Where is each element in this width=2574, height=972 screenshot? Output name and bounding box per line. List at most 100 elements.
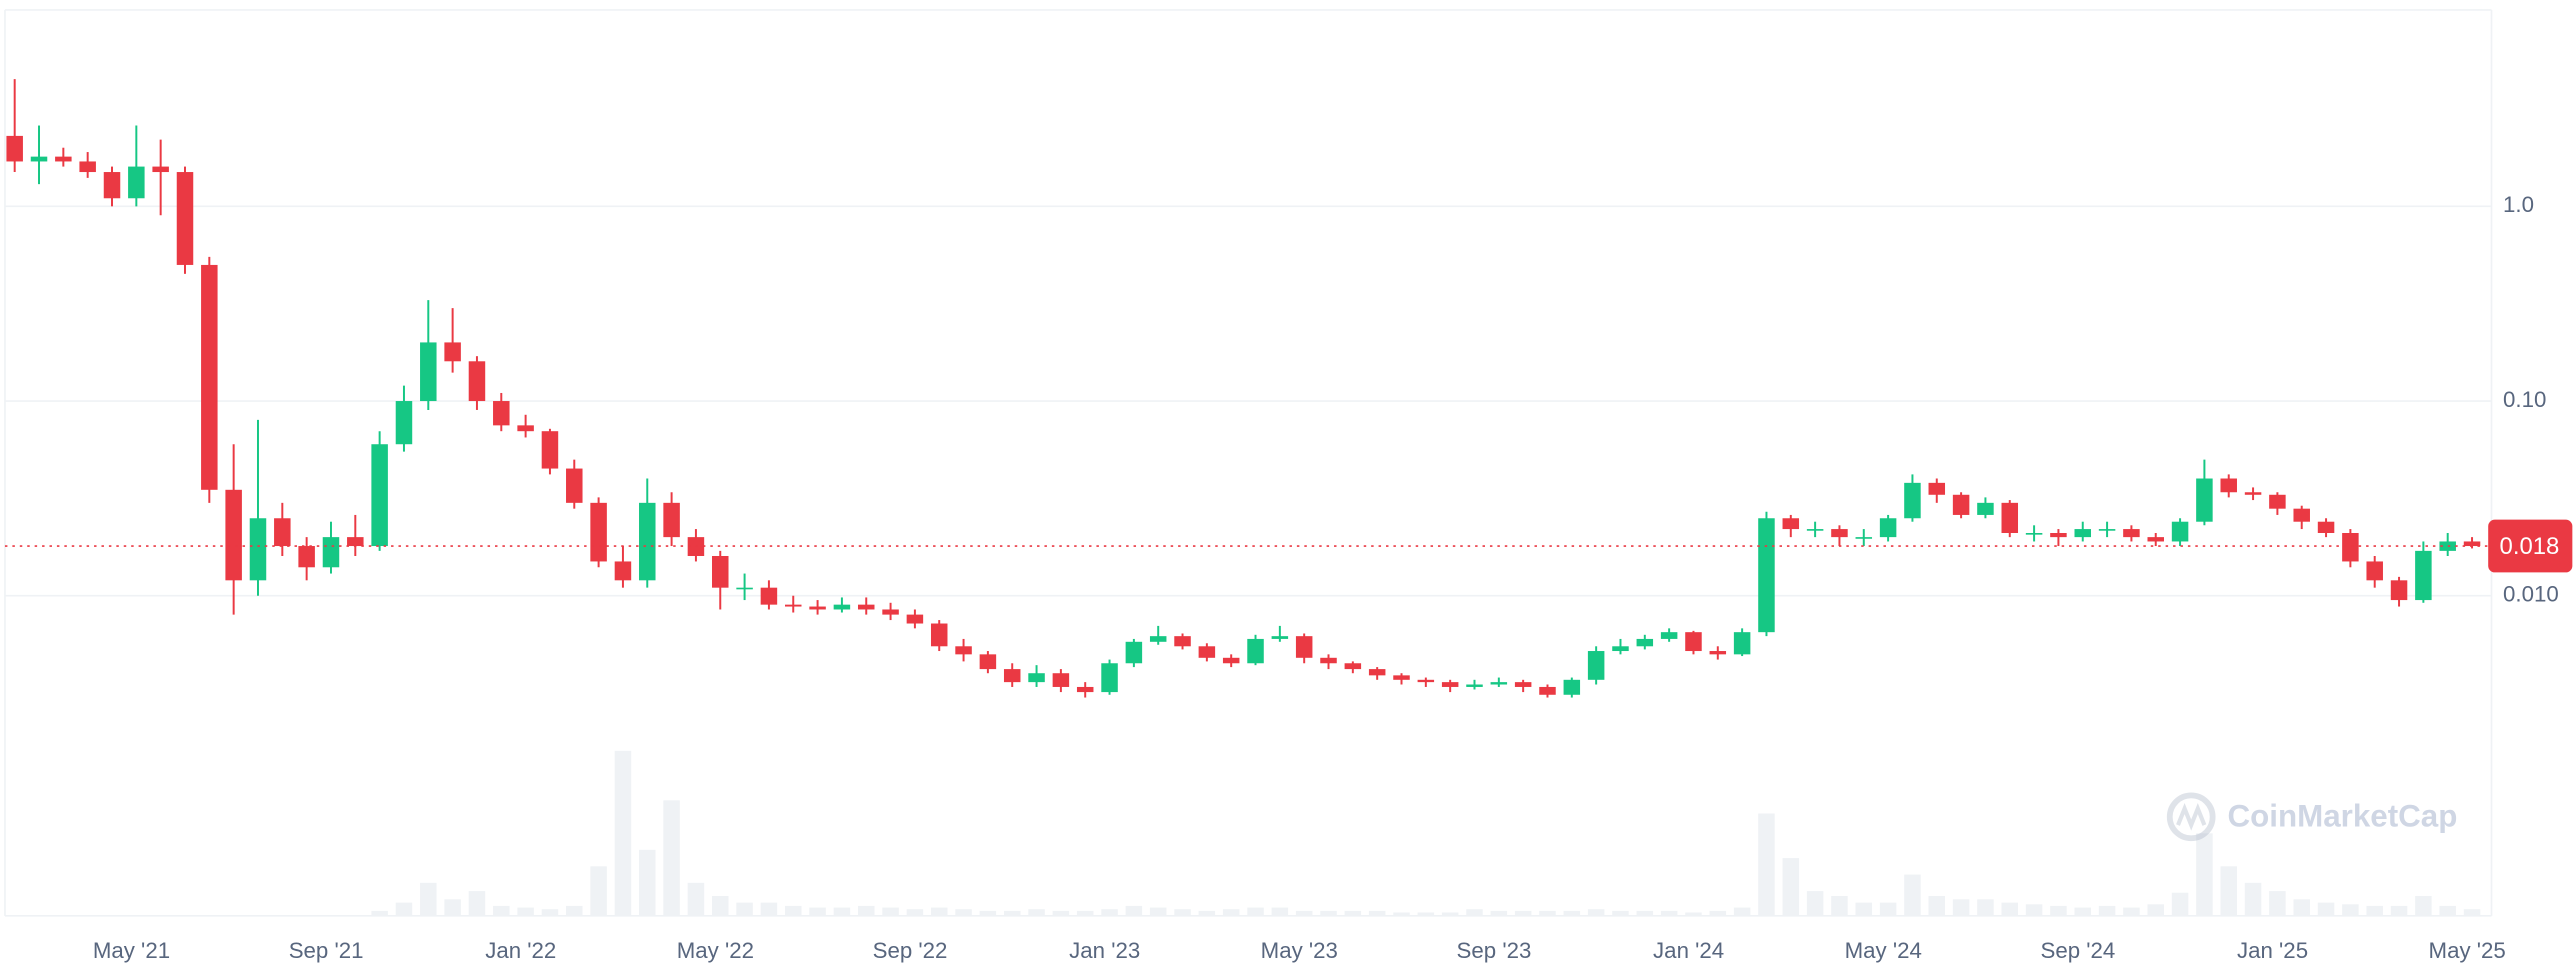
volume-bar <box>2050 905 2067 916</box>
candle-body <box>2025 532 2043 535</box>
x-tick-label: Sep '23 <box>1457 938 1532 963</box>
volume-bar <box>2317 902 2335 916</box>
candle-body <box>30 156 48 162</box>
candle-body <box>614 561 632 581</box>
candle-body <box>517 425 534 432</box>
volume-bar <box>2366 905 2383 916</box>
candle-body <box>347 537 364 547</box>
volume-bar <box>1198 910 1216 916</box>
candle-body <box>152 166 169 173</box>
candle-body <box>322 537 340 568</box>
volume-bar <box>1904 874 1921 916</box>
volume-bar <box>833 907 851 916</box>
candle-body <box>1101 663 1118 693</box>
volume-bar <box>2147 904 2164 916</box>
volume-bar <box>1052 910 1070 916</box>
current-price-label: 0.018 <box>2500 533 2560 560</box>
volume-bar <box>1733 907 1751 916</box>
candle-body <box>639 502 656 581</box>
candle-body <box>103 172 121 199</box>
candle-body <box>1904 482 1921 519</box>
volume-bar <box>566 905 583 916</box>
y-tick-label: 0.010 <box>2503 582 2559 607</box>
volume-bar <box>614 750 632 916</box>
candle-body <box>79 161 96 173</box>
candle-body <box>1539 686 1556 695</box>
candle-body <box>2171 521 2189 542</box>
candles <box>6 79 2481 698</box>
volume-bar <box>2123 907 2140 916</box>
candle-body <box>1222 657 1240 664</box>
volume-bar <box>809 907 826 916</box>
candle-body <box>1660 632 1678 639</box>
x-tick-label: Sep '21 <box>289 938 364 963</box>
volume-bar <box>1539 910 1556 916</box>
x-tick-label: Jan '23 <box>1069 938 1140 963</box>
candle-body <box>468 361 486 402</box>
volume-bar <box>1977 899 1994 916</box>
volume-bar <box>1831 896 1848 916</box>
x-tick-label: Sep '22 <box>873 938 948 963</box>
candle-body <box>906 614 924 624</box>
candle-body <box>1320 657 1337 664</box>
volume-bar <box>420 882 437 916</box>
volume-bar <box>1685 912 1702 916</box>
volume-bar <box>2269 891 2286 916</box>
candle-body <box>1076 686 1094 693</box>
candle-body <box>420 342 437 402</box>
volume-bar <box>1174 909 1191 916</box>
volume-bar <box>1612 910 1629 916</box>
candle-body <box>444 342 461 362</box>
candle-body <box>55 156 72 162</box>
volume-layer <box>371 750 2481 916</box>
candle-body <box>1758 518 1775 633</box>
volume-bar <box>2463 909 2481 916</box>
volume-bar <box>906 909 924 916</box>
volume-bar <box>2342 904 2359 916</box>
candle-body <box>2293 508 2310 522</box>
candle-body <box>1587 651 1605 680</box>
volume-bar <box>1587 909 1605 916</box>
volume-bar <box>1514 910 1532 916</box>
candle-body <box>1417 679 1435 683</box>
candle-body <box>2123 529 2140 538</box>
volume-bar <box>1344 910 1362 916</box>
candle-body <box>1709 651 1727 655</box>
volume-bar <box>857 905 875 916</box>
volume-bar <box>1393 912 1410 916</box>
candle-body <box>2366 561 2383 581</box>
candle-body <box>1003 669 1021 683</box>
volume-bar <box>2196 833 2213 916</box>
candle-body <box>784 604 802 607</box>
volume-bar <box>1466 909 1483 916</box>
volume-bar <box>1222 909 1240 916</box>
volume-bar <box>736 902 753 916</box>
volume-bar <box>1563 910 1581 916</box>
candle-body <box>1855 537 1873 539</box>
candle-body <box>1052 673 1070 687</box>
volume-bar <box>590 866 607 916</box>
x-tick-label: May '25 <box>2429 938 2506 963</box>
candle-body <box>2220 478 2237 493</box>
volume-bar <box>2244 882 2262 916</box>
candle-body <box>1149 636 1167 642</box>
volume-bar <box>2001 902 2019 916</box>
volume-bar <box>1441 912 1459 916</box>
candle-body <box>1806 529 1824 531</box>
volume-bar <box>1076 910 1094 916</box>
volume-bar <box>2074 907 2092 916</box>
volume-bar <box>395 902 413 916</box>
volume-bar <box>1101 909 1118 916</box>
candle-body <box>2317 521 2335 533</box>
candle-body <box>2001 502 2019 533</box>
candle-body <box>1977 502 1994 515</box>
watermark-logo <box>2166 792 2216 842</box>
volume-bar <box>1709 910 1727 916</box>
candle-body <box>736 587 753 590</box>
volume-bar <box>784 905 802 916</box>
candle-body <box>128 166 145 199</box>
candle-body <box>225 489 242 581</box>
volume-bar <box>444 899 461 916</box>
volume-bar <box>541 909 559 916</box>
volume-bar <box>1660 910 1678 916</box>
